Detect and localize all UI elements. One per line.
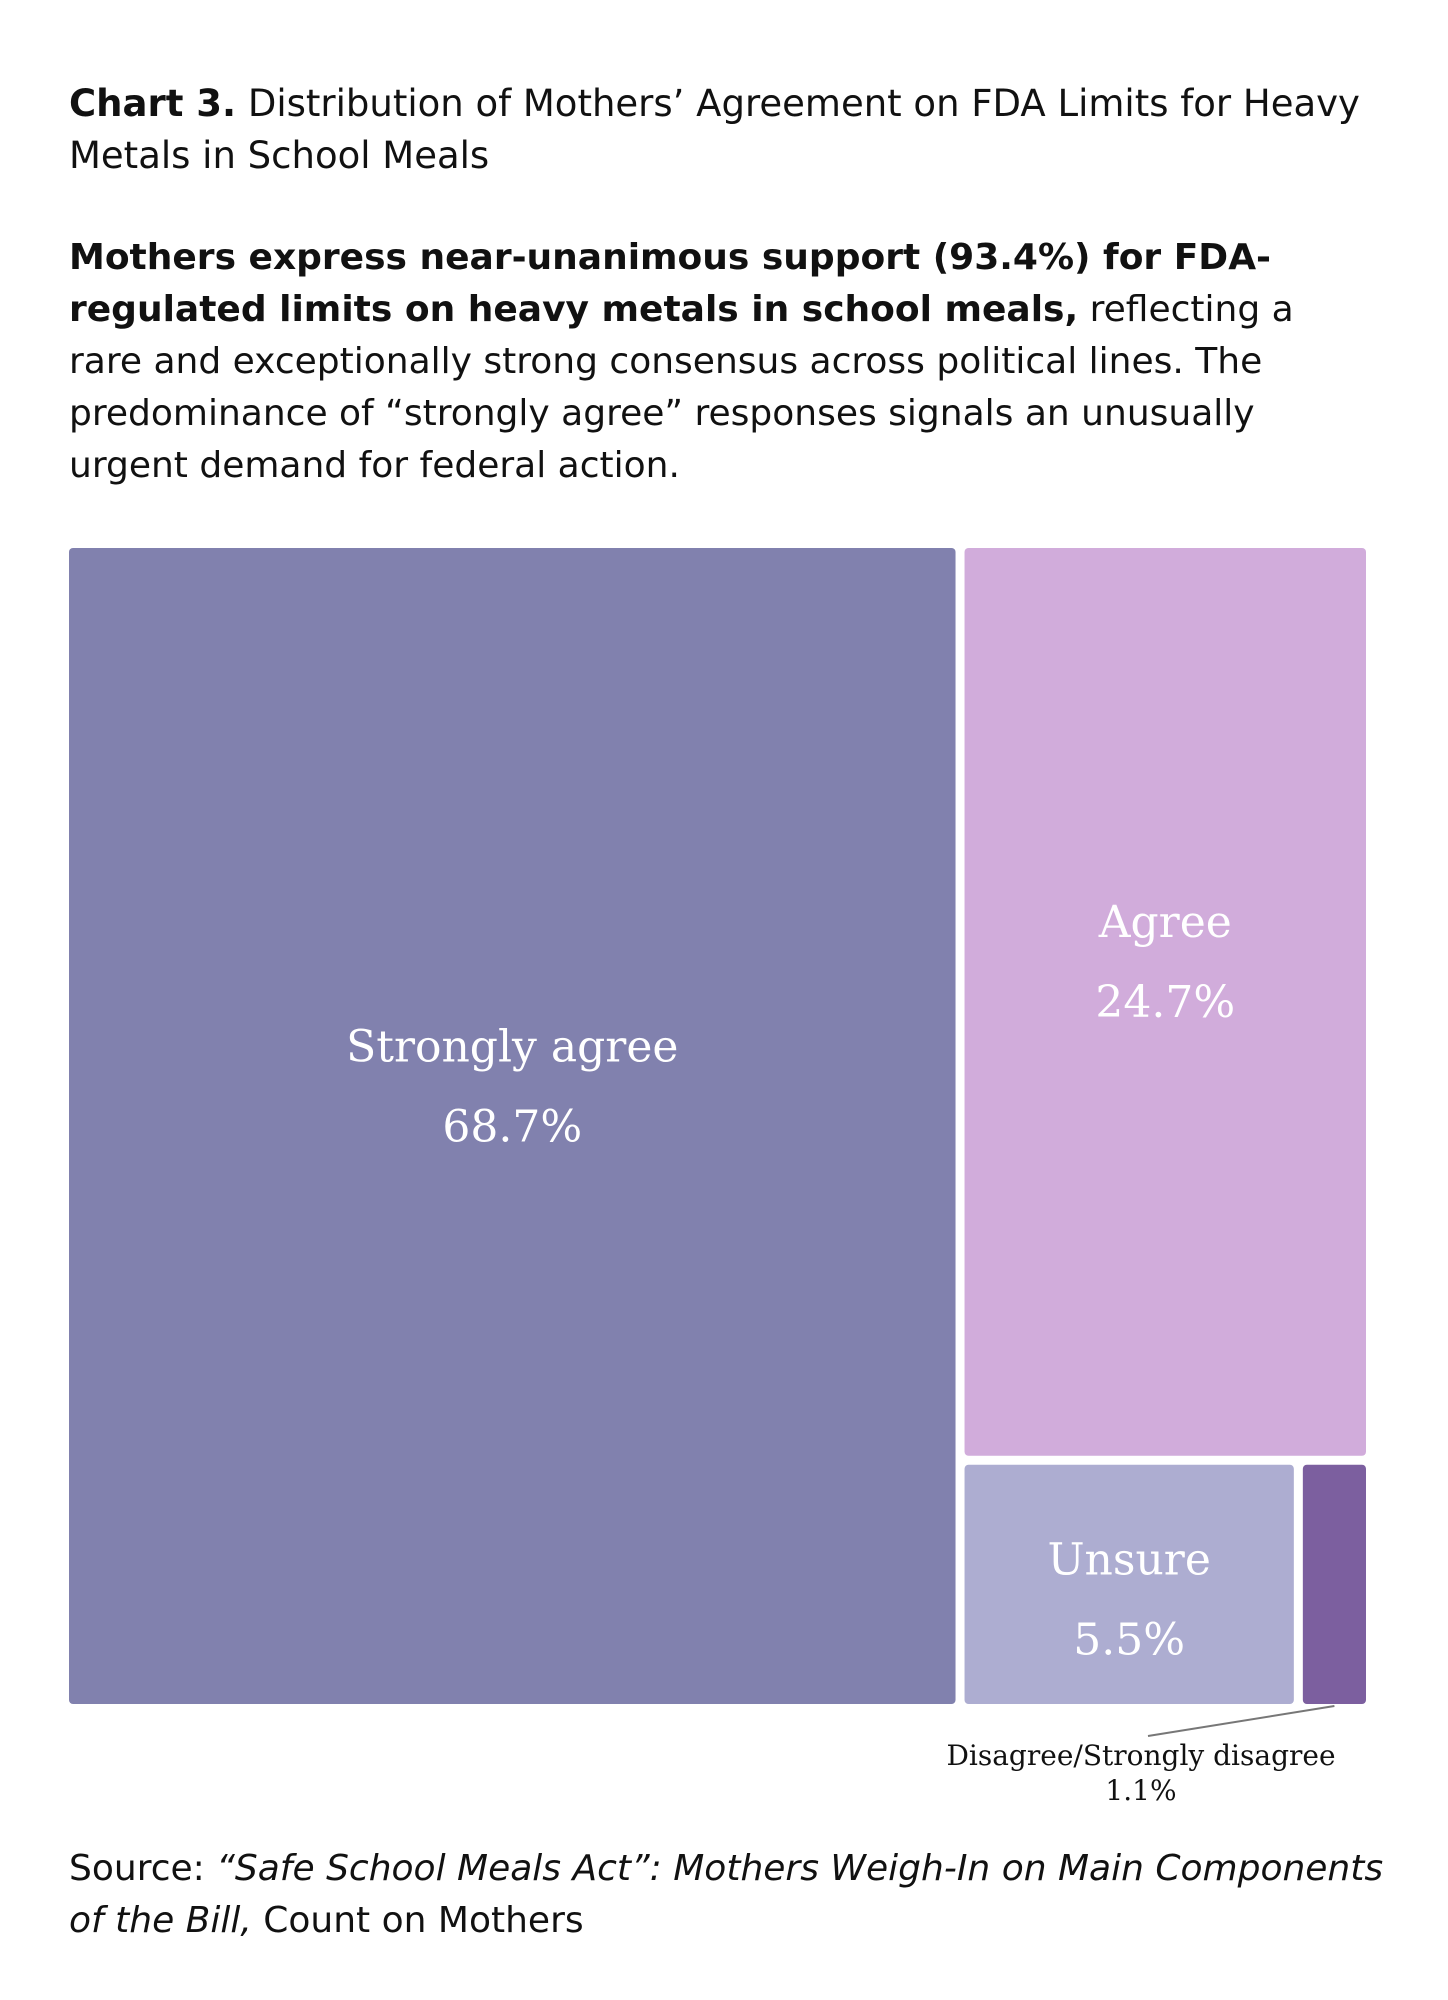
callout-value-disagree-strongly-disagree: 1.1% [1105, 1774, 1176, 1807]
chart-title: Chart 3. Distribution of Mothers’ Agreem… [69, 78, 1409, 182]
chart-number: Chart 3. [69, 82, 237, 125]
source-prefix: Source: [69, 1848, 205, 1889]
callout-leader-line [1147, 1705, 1335, 1737]
tile-disagree-strongly-disagree [1302, 1464, 1366, 1704]
callout-label-disagree-strongly-disagree: Disagree/Strongly disagree [946, 1739, 1335, 1772]
chart-description: Mothers express near-unanimous support (… [69, 232, 1369, 492]
description-highlight: Mothers express near-unanimous support (… [69, 237, 1271, 330]
tile-label-unsure: Unsure [1047, 1534, 1210, 1585]
tile-strongly-agree [69, 548, 956, 1704]
tile-label-agree: Agree [1098, 897, 1232, 948]
tile-value-unsure: 5.5% [1073, 1614, 1185, 1665]
tile-agree [964, 548, 1366, 1456]
source-title: “Safe School Meals Act”: Mothers Weigh-I… [69, 1848, 1384, 1941]
source-note: Source: “Safe School Meals Act”: Mothers… [69, 1843, 1409, 1947]
tile-value-strongly-agree: 68.7% [442, 1101, 582, 1152]
chart-title-text: Distribution of Mothers’ Agreement on FD… [69, 82, 1360, 177]
tile-label-strongly-agree: Strongly agree [346, 1021, 678, 1072]
tile-unsure [964, 1464, 1294, 1704]
tile-value-agree: 24.7% [1095, 977, 1235, 1028]
source-publisher: Count on Mothers [263, 1900, 584, 1941]
description-body: reflecting a rare and exceptionally stro… [69, 289, 1294, 486]
